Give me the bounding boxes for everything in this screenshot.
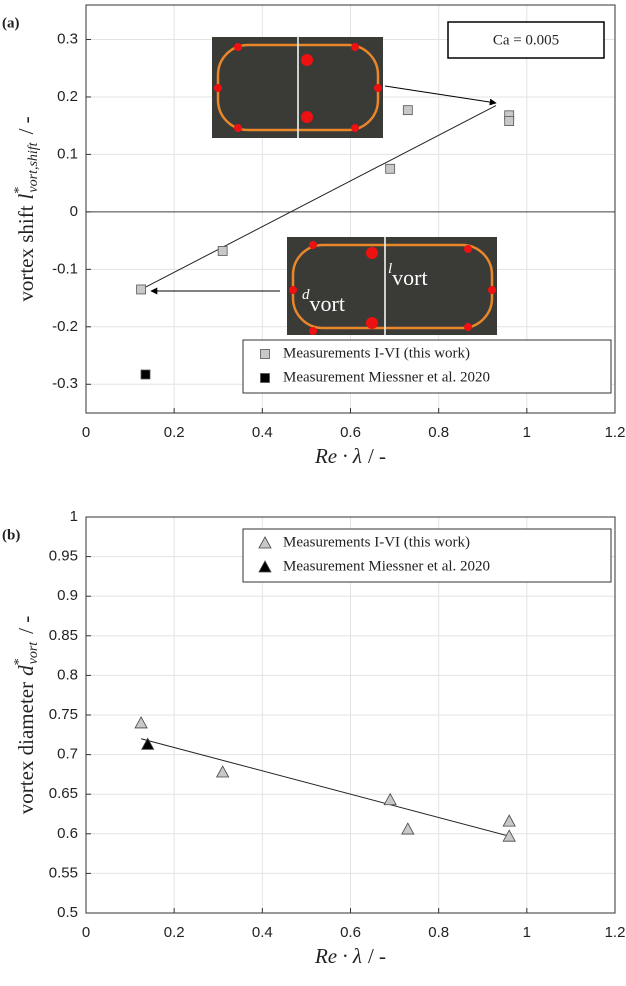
x-axis-label: Re · λ / - xyxy=(314,444,386,468)
y-label-unit: / - xyxy=(14,116,38,134)
x-tick-label: 0.4 xyxy=(252,924,273,941)
point xyxy=(385,163,396,174)
inset-arrow xyxy=(384,85,497,106)
x-tick-label: 0 xyxy=(82,924,90,941)
legend-box xyxy=(242,528,612,583)
y-label-sub: vort,shift xyxy=(26,141,41,192)
y-label-sup: * xyxy=(12,187,27,194)
fit-line xyxy=(140,738,510,837)
inset-sub: vort xyxy=(392,265,427,290)
point xyxy=(215,765,230,778)
point xyxy=(134,716,148,729)
inset-symbol: d xyxy=(302,287,310,303)
y-tick-label: -0.1 xyxy=(52,260,78,277)
y-tick-label: 1 xyxy=(70,508,78,525)
legend-label: Measurements I-VI (this work) xyxy=(283,345,470,361)
fit-line xyxy=(140,105,497,290)
legend-box xyxy=(242,339,612,394)
point xyxy=(258,560,272,573)
annotation-box xyxy=(447,21,605,59)
point xyxy=(502,829,516,842)
inset-top xyxy=(212,37,383,138)
legend-label: Measurement Miessner et al. 2020 xyxy=(283,558,490,574)
point xyxy=(402,105,413,116)
annotation: Ca = 0.005 xyxy=(493,32,559,48)
x-tick-label: 0.6 xyxy=(340,424,361,441)
point xyxy=(140,369,151,380)
y-tick-label: 0.8 xyxy=(57,666,78,683)
legend-label: Measurement Miessner et al. 2020 xyxy=(283,369,490,385)
y-tick-label: 0.85 xyxy=(49,627,78,644)
y-tick-label: 0.75 xyxy=(49,706,78,723)
x-tick-label: 1 xyxy=(523,424,531,441)
y-label-text: vortex shift xyxy=(14,205,38,301)
legend-label: Measurements I-VI (this work) xyxy=(283,534,470,550)
point xyxy=(136,284,147,295)
inset-bottom xyxy=(287,237,497,335)
y-tick-label: 0.2 xyxy=(57,88,78,105)
y-label-sup: * xyxy=(12,658,27,665)
y-label-text: vortex diameter xyxy=(14,682,38,814)
point xyxy=(260,349,270,359)
point xyxy=(141,737,155,750)
y-tick-label: 0 xyxy=(70,203,78,220)
x-tick-label: 0.6 xyxy=(340,924,361,941)
x-axis-label: Re · λ / - xyxy=(314,944,386,968)
y-tick-label: -0.2 xyxy=(52,318,78,335)
x-label-unit: / - xyxy=(368,444,386,468)
panel-label: (a) xyxy=(2,15,20,31)
x-tick-label: 0.2 xyxy=(164,924,185,941)
y-tick-label: 0.5 xyxy=(57,904,78,921)
x-label-var: Re · λ xyxy=(314,444,362,468)
x-tick-label: 1 xyxy=(523,924,531,941)
y-tick-label: 0.95 xyxy=(49,548,78,565)
y-label-symbol: l xyxy=(14,193,38,199)
point xyxy=(258,536,272,549)
x-tick-label: 0 xyxy=(82,424,90,441)
y-axis-label: vortex diameter d*vort / - xyxy=(12,616,41,815)
y-tick-label: 0.9 xyxy=(57,587,78,604)
point xyxy=(383,792,397,806)
inset-label: lvort xyxy=(388,261,428,290)
y-label-unit: / - xyxy=(14,616,38,634)
y-tick-label: 0.65 xyxy=(49,785,78,802)
x-tick-label: 0.8 xyxy=(428,924,449,941)
inset-symbol: l xyxy=(388,261,392,277)
x-tick-label: 0.4 xyxy=(252,424,273,441)
point xyxy=(260,373,270,383)
point xyxy=(217,246,228,256)
x-tick-label: 1.2 xyxy=(605,924,626,941)
y-tick-label: 0.7 xyxy=(57,746,78,763)
x-tick-label: 1.2 xyxy=(605,424,626,441)
point xyxy=(502,814,516,827)
point xyxy=(504,116,515,126)
x-label-unit: / - xyxy=(368,944,386,968)
y-axis-label: vortex shift l*vort,shift / - xyxy=(12,116,41,301)
y-label-symbol: d xyxy=(14,665,38,676)
panel-label: (b) xyxy=(2,527,20,543)
y-tick-label: 0.55 xyxy=(49,864,78,881)
y-tick-label: 0.6 xyxy=(57,825,78,842)
axes-box xyxy=(85,4,616,414)
y-label-sub: vort xyxy=(26,641,41,665)
x-label-var: Re · λ xyxy=(314,944,362,968)
axes-box xyxy=(85,516,616,914)
y-tick-label: 0.1 xyxy=(57,145,78,162)
point xyxy=(401,822,415,835)
y-tick-label: 0.3 xyxy=(57,30,78,47)
x-tick-label: 0.2 xyxy=(164,424,185,441)
x-tick-label: 0.8 xyxy=(428,424,449,441)
inset-sub: vort xyxy=(310,291,345,316)
y-tick-label: -0.3 xyxy=(52,375,78,392)
inset-label: dvort xyxy=(302,287,345,316)
